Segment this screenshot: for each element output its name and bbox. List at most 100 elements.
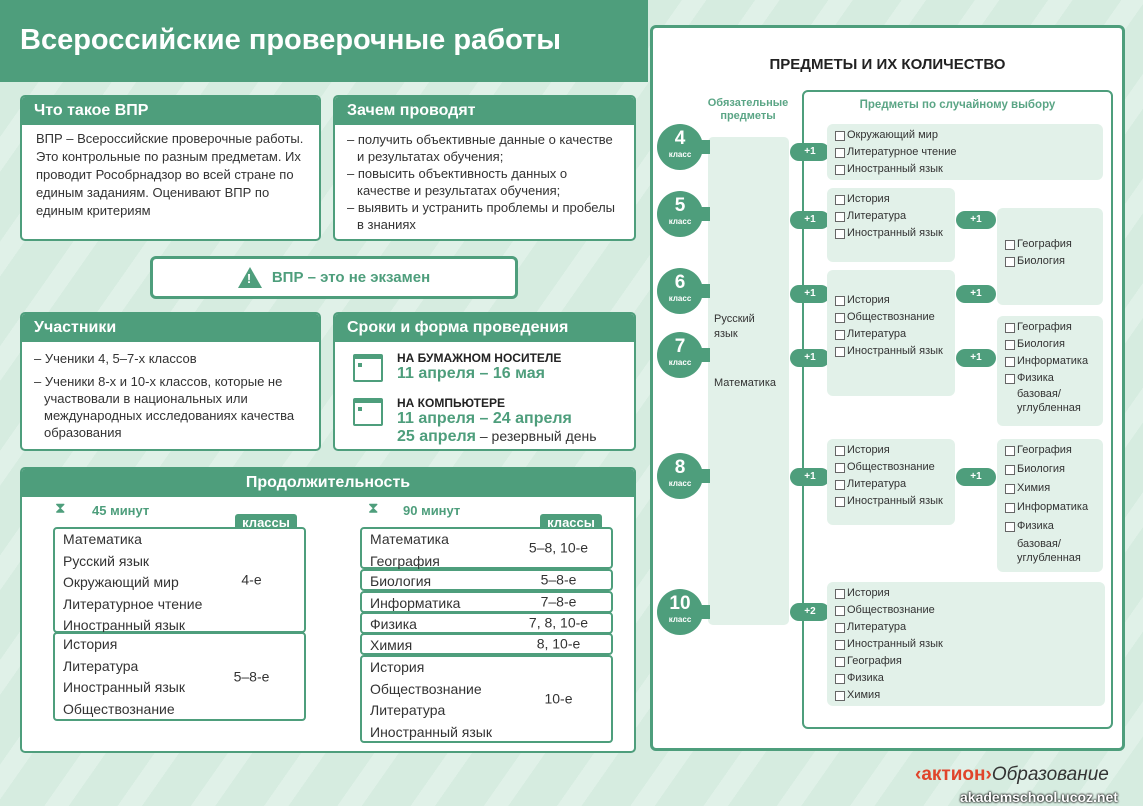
plus-count-badge: +1: [790, 285, 830, 303]
calendar-icon: [353, 354, 383, 382]
subject-checkbox-item: География: [835, 653, 1097, 670]
subject-checkbox-item: Физика: [1005, 518, 1095, 535]
subject-checkbox-item: Обществознание: [835, 309, 947, 326]
duration-group: Химия 8, 10-е: [360, 633, 613, 655]
grade-word: класс: [668, 479, 692, 488]
card-heading: Зачем проводят: [335, 97, 634, 125]
grade-circle: 6 класс: [657, 268, 703, 314]
subject-name: Физика: [370, 616, 417, 632]
subject-checkbox-item: Химия: [1005, 480, 1095, 497]
format-label: НА БУМАЖНОМ НОСИТЕЛЕ: [397, 351, 562, 365]
hourglass-icon: ⧗: [368, 500, 379, 517]
subject-name: Математика: [370, 531, 449, 547]
paper-format: НА БУМАЖНОМ НОСИТЕЛЕ 11 апреля – 16 мая: [397, 351, 561, 383]
grade-circle: 4 класс: [657, 124, 703, 170]
subject-name: Обществознание: [370, 680, 482, 697]
grade-circle: 5 класс: [657, 191, 703, 237]
subject-checkbox-item: Литература: [835, 476, 947, 493]
connector: [700, 605, 710, 619]
subject-checkbox-item: Иностранный язык: [835, 225, 947, 242]
subjects-title: ПРЕДМЕТЫ И ИХ КОЛИЧЕСТВО: [769, 56, 1006, 73]
grades-value: 5–8-е: [540, 571, 577, 588]
subject-checkbox-item: Иностранный язык: [835, 161, 1095, 178]
card-heading: Сроки и форма проведения: [335, 314, 634, 342]
duration-group: История Литература Иностранный язык Обществ…: [53, 632, 306, 721]
card-why: Зачем проводят – получить объективные да…: [333, 95, 636, 241]
subject-checkbox-item: История: [835, 585, 1097, 602]
grade-number: 10: [669, 593, 691, 614]
subject-checkbox-item: Окружающий мир: [835, 127, 1095, 144]
subject-choice-box: Окружающий мир Литературное чтение Иностра…: [827, 124, 1103, 180]
subject-name: Биология: [370, 573, 432, 589]
subject-checkbox-item: Физика: [835, 670, 1097, 687]
subject-name: Иностранный язык: [63, 617, 185, 633]
subject-name: История: [370, 659, 425, 675]
grade-number: 4: [674, 128, 686, 149]
duration-group: Информатика 7–8-е: [360, 591, 613, 613]
grade-word: класс: [668, 294, 692, 303]
participants-list: – Ученики 4, 5–7-х классов – Ученики 8-х…: [22, 342, 319, 449]
title-bar: [0, 0, 648, 82]
subject-checkbox-item: География: [1005, 442, 1095, 459]
grades-value: 5–8, 10-е: [528, 539, 589, 556]
grade-circle: 7 класс: [657, 332, 703, 378]
grade-word: класс: [668, 217, 692, 226]
grades-value: 7–8-е: [540, 593, 577, 610]
card-heading: Что такое ВПР: [22, 97, 319, 125]
list-item: – выявить и устранить проблемы и пробелы…: [347, 200, 616, 232]
subject-name: Литературное чтение: [63, 595, 203, 612]
warning-icon: [237, 267, 262, 288]
plus-count-badge: +1: [956, 468, 996, 486]
mandatory-subject: Русский язык: [714, 313, 755, 340]
subject-choice-box: История Обществознание Литература Иностранн…: [827, 582, 1105, 706]
subject-checkbox-item: Биология: [1005, 253, 1095, 270]
subject-checkbox-item: Биология: [1005, 336, 1095, 353]
subject-choice-box: История Обществознание Литература Иностранн…: [827, 439, 955, 525]
logo-suffix: Образование: [991, 764, 1109, 785]
subject-checkbox-item: История: [835, 442, 947, 459]
subject-checkbox-item: Литературное чтение: [835, 144, 1095, 161]
subject-checkbox-item: Иностранный язык: [835, 493, 947, 510]
format-dates: 11 апреля – 24 апреля: [397, 410, 572, 427]
subject-checkbox-item: История: [835, 191, 947, 208]
plus-count-badge: +1: [956, 349, 996, 367]
grade-word: класс: [668, 615, 692, 624]
banner-text: ВПР – это не экзамен: [271, 269, 431, 286]
duration-45-label: 45 минут: [92, 503, 150, 518]
logo-mark: ‹актион›: [915, 764, 992, 785]
format-label: НА КОМПЬЮТЕРЕ: [397, 396, 505, 410]
connector: [700, 140, 710, 154]
subject-checkbox-item: Информатика: [1005, 353, 1095, 370]
grades-value: 10-е: [544, 690, 573, 707]
computer-format: НА КОМПЬЮТЕРЕ 11 апреля – 24 апреля 25 а…: [397, 396, 597, 446]
subject-name: Обществознание: [63, 700, 175, 717]
random-subjects-frame: [802, 90, 1113, 729]
subject-checkbox-item: Литература: [835, 619, 1097, 636]
grade-number: 6: [674, 272, 686, 293]
random-label: Предметы по случайному выбору: [859, 99, 1056, 111]
card-text: ВПР – Всероссийские проверочные работы. …: [36, 131, 304, 218]
subject-name: Литература: [370, 702, 446, 718]
subject-name: Иностранный язык: [370, 723, 492, 740]
subject-checkbox-item: Информатика: [1005, 499, 1095, 516]
subject-checkbox-item: Обществознание: [835, 459, 947, 476]
subject-checkbox-item: География: [1005, 319, 1095, 336]
grades-value: 8, 10-е: [536, 635, 581, 652]
list-item: – Ученики 4, 5–7-х классов: [34, 351, 197, 366]
mandatory-subjects: Русский язык Математика: [708, 137, 789, 625]
subject-name: История: [63, 636, 118, 652]
grade-circle: 10 класс: [657, 589, 703, 635]
list-item: – повысить объективность данных о качест…: [347, 166, 568, 198]
subject-name: Русский язык: [63, 552, 150, 569]
mandatory-subject: Математика: [714, 377, 776, 389]
duration-group: Биология 5–8-е: [360, 569, 613, 591]
plus-count-badge: +2: [790, 603, 830, 621]
duration-group: История Обществознание Литература Иностранн…: [360, 655, 613, 743]
aktion-logo: ‹актион›Образование: [915, 764, 1109, 786]
plus-count-badge: +1: [956, 285, 996, 303]
duration-group: Математика Русский язык Окружающий мир Лите…: [53, 527, 306, 633]
connector: [700, 207, 710, 221]
connector: [700, 469, 710, 483]
connector: [700, 284, 710, 298]
connector: [700, 348, 710, 362]
